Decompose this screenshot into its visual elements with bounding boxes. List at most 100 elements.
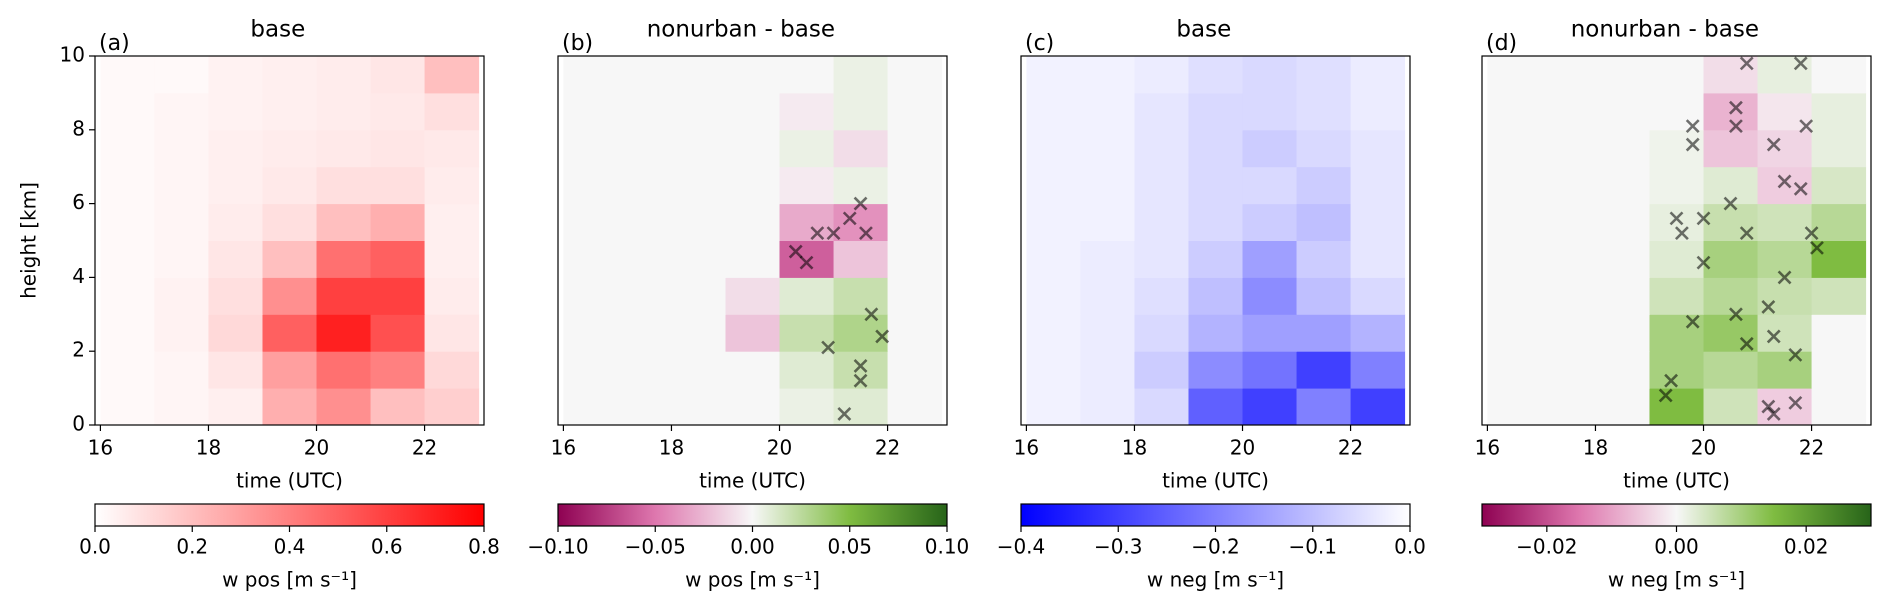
- heatmap-cell: [262, 92, 318, 131]
- heatmap-cell: [1296, 240, 1352, 278]
- heatmap-cell: [1134, 240, 1189, 278]
- colorbar-tick-label: −0.2: [1191, 535, 1240, 559]
- heatmap-cell: [1811, 388, 1867, 426]
- heatmap-cell: [208, 203, 263, 241]
- significance-marker: [1799, 119, 1814, 134]
- heatmap-cell: [1541, 240, 1596, 278]
- heatmap-cell: [725, 166, 781, 205]
- significance-marker: [1739, 226, 1754, 241]
- heatmap-cell: [1541, 314, 1596, 352]
- significance-marker: [864, 307, 879, 322]
- significance-marker: [1788, 347, 1803, 362]
- heatmap-cell: [262, 203, 318, 241]
- heatmap-cell: [1188, 277, 1244, 315]
- heatmap-cell: [316, 277, 372, 315]
- heatmap-cell: [1595, 351, 1650, 389]
- heatmap-cell: [833, 351, 889, 389]
- heatmap-cell: [370, 129, 426, 168]
- heatmap-cell: [617, 166, 672, 205]
- colorbar-tick-label: 0.02: [1784, 535, 1829, 559]
- heatmap-cell: [1649, 166, 1705, 205]
- significance-marker: [1696, 255, 1711, 270]
- significance-marker: [821, 340, 836, 355]
- heatmap-cell: [370, 314, 426, 352]
- significance-marker: [799, 255, 814, 270]
- heatmap-cell: [1649, 56, 1705, 94]
- heatmap-cell: [617, 277, 672, 315]
- heatmap-cell: [1811, 314, 1867, 352]
- significance-marker: [1658, 388, 1673, 403]
- heatmap-cell: [671, 388, 726, 426]
- heatmap-cell: [1487, 56, 1542, 94]
- heatmap-cell: [1242, 203, 1298, 241]
- heatmap-cell: [1350, 388, 1406, 426]
- heatmap-cell: [1541, 388, 1596, 426]
- heatmap-cell: [1703, 388, 1759, 426]
- significance-marker: [875, 329, 890, 344]
- heatmap-cell: [887, 277, 943, 315]
- colorbar-tick-label: 0.8: [468, 535, 500, 559]
- heatmap-cell: [1026, 56, 1081, 94]
- heatmap-cell: [887, 129, 943, 168]
- significance-marker: [1788, 395, 1803, 410]
- x-tick-label: 18: [196, 436, 221, 460]
- heatmap-cell: [208, 56, 263, 94]
- panel-label: (d): [1486, 31, 1517, 56]
- colorbar-tick-label: −0.05: [625, 535, 686, 559]
- heatmap-cell: [1595, 388, 1650, 426]
- heatmap-cell: [1080, 240, 1135, 278]
- heatmap-cell: [1541, 277, 1596, 315]
- heatmap-cell: [563, 92, 618, 131]
- heatmap-cell: [779, 351, 835, 389]
- colorbar: [1481, 503, 1872, 527]
- heatmap-cell: [725, 203, 781, 241]
- heatmap-cell: [154, 388, 209, 426]
- heatmap-cell: [100, 56, 155, 94]
- heatmap-cell: [725, 351, 781, 389]
- significance-marker: [853, 359, 868, 373]
- heatmap-cell: [424, 240, 480, 278]
- heatmap-cell: [208, 240, 263, 278]
- heatmap-cell: [1296, 203, 1352, 241]
- heatmap-cell: [1541, 92, 1596, 131]
- heatmap-cell: [617, 92, 672, 131]
- heatmap-cell: [1757, 314, 1813, 352]
- heatmap-cell: [154, 92, 209, 131]
- heatmap-cell: [424, 166, 480, 205]
- heatmap-cell: [887, 388, 943, 426]
- heatmap-cell: [617, 56, 672, 94]
- y-tick-label: 6: [72, 190, 85, 214]
- heatmap-cell: [1595, 129, 1650, 168]
- heatmap-cell: [154, 56, 209, 94]
- heatmap-cell: [833, 203, 889, 241]
- heatmap-cell: [1350, 129, 1406, 168]
- heatmap-cell: [1080, 203, 1135, 241]
- heatmap-cell: [1080, 277, 1135, 315]
- significance-marker: [859, 226, 873, 241]
- heatmap-cell: [1350, 92, 1406, 131]
- significance-marker: [1777, 270, 1792, 285]
- heatmap-cell: [563, 166, 618, 205]
- heatmap-cell: [1487, 166, 1542, 205]
- heatmap-cell: [100, 166, 155, 205]
- heatmap-cell: [1703, 240, 1759, 278]
- heatmap-cell: [887, 56, 943, 94]
- heatmap-cell: [1080, 351, 1135, 389]
- heatmap-cell: [316, 203, 372, 241]
- heatmap-cell: [424, 203, 480, 241]
- heatmap-cell: [154, 129, 209, 168]
- heatmap-cell: [1487, 277, 1542, 315]
- heatmap-cell: [671, 92, 726, 131]
- x-tick-label: 18: [1122, 436, 1147, 460]
- colorbar-tick-label: 0.2: [176, 535, 208, 559]
- heatmap-cell: [262, 166, 318, 205]
- heatmap-cell: [671, 351, 726, 389]
- heatmap-cell: [779, 240, 835, 278]
- heatmap-cell: [563, 388, 618, 426]
- x-tick-label: 20: [304, 436, 329, 460]
- heatmap-cell: [887, 166, 943, 205]
- heatmap-cell: [725, 388, 781, 426]
- heatmap-cell: [563, 314, 618, 352]
- heatmap-cell: [154, 166, 209, 205]
- heatmap-cell: [100, 351, 155, 389]
